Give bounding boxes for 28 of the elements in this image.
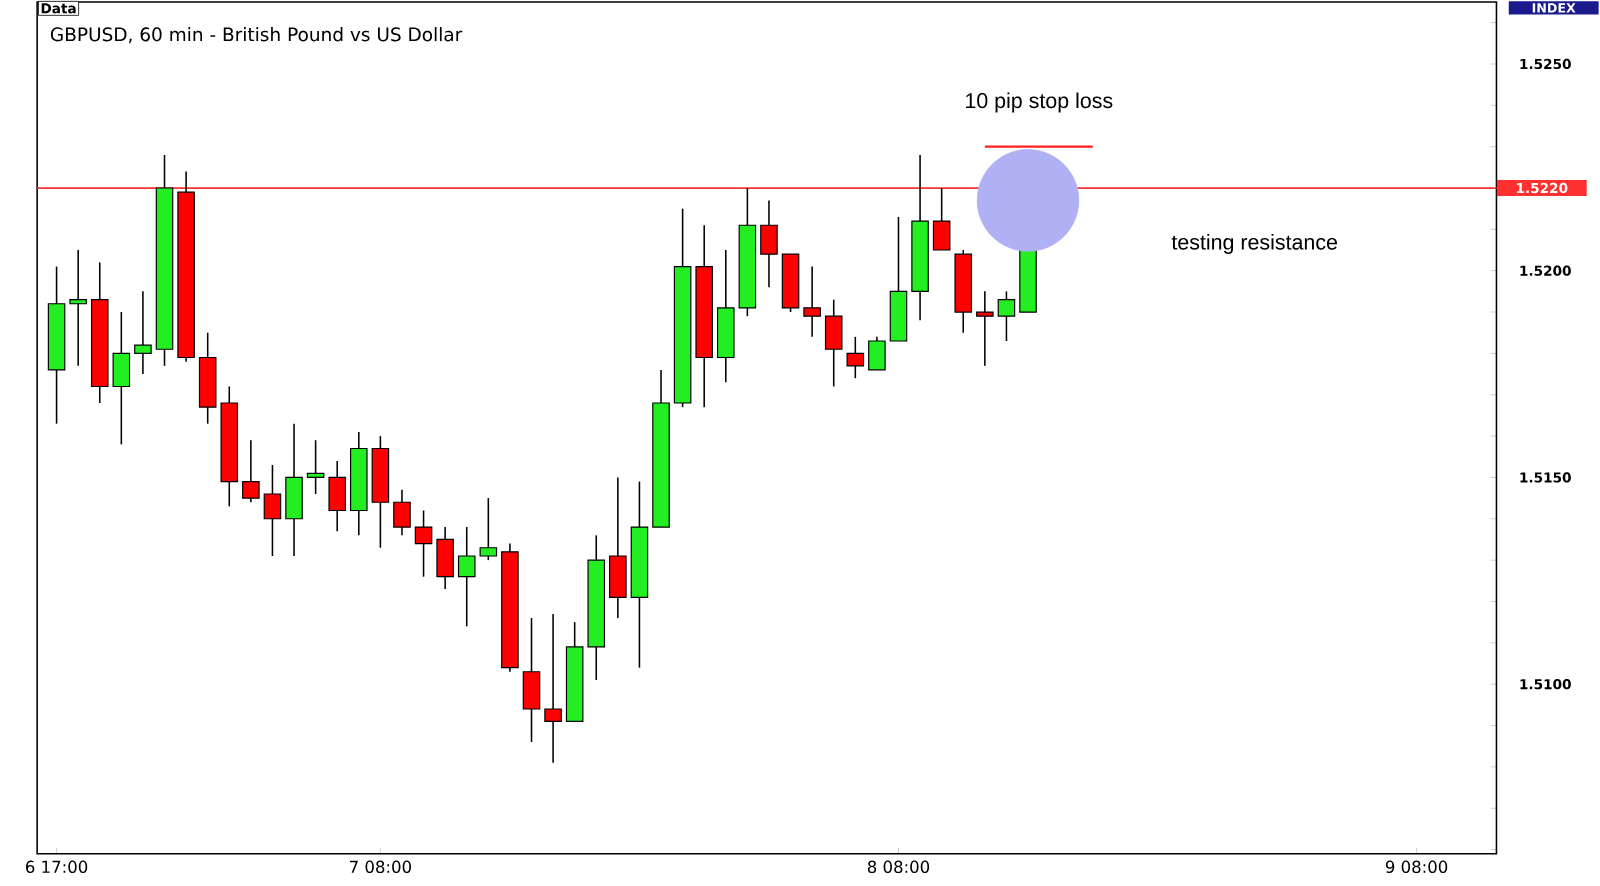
candlestick [976,290,994,367]
candlestick [393,488,411,536]
candlestick [134,290,152,375]
candlestick [285,422,303,557]
candlestick [932,186,951,251]
candlestick [328,459,346,532]
candlestick [868,335,886,371]
candlestick [263,463,282,557]
candlestick [414,509,433,578]
x-tick-label: 8 08:00 [867,860,930,873]
x-tick-label: 6 17:00 [26,860,88,873]
candlestick [69,248,87,367]
candlestick [544,612,562,764]
candlestick [609,476,627,619]
candlestick [824,298,843,387]
candlestick [242,439,260,503]
candlestick [436,525,454,590]
candlestick [846,335,865,379]
candlestick [522,616,541,743]
candlestick [997,290,1016,342]
annotation: testing resistance [1171,233,1337,254]
x-tick-label: 7 08:00 [350,860,411,873]
text: GBPUSD, 60 min - British Pound vs US Dollar [50,26,463,43]
x-tick-label: 9 08:00 [1385,860,1448,873]
candlestick [306,439,325,495]
candlestick [803,265,821,338]
annotation: 10 pip stop loss [966,92,1113,112]
candlestick [760,199,778,288]
